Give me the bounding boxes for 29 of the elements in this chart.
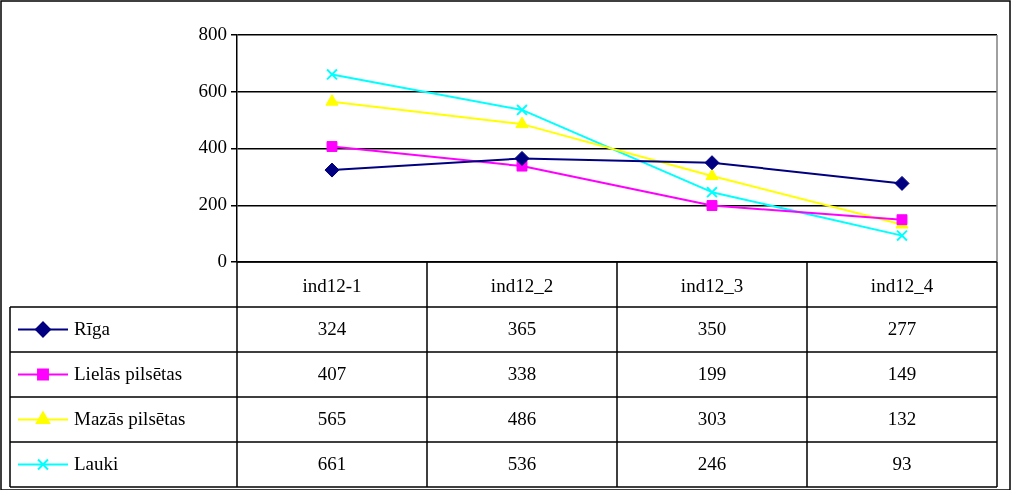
legend-label: Rīga xyxy=(74,318,111,340)
x-tick-label: ind12-1 xyxy=(302,275,362,297)
data-label: 565 xyxy=(317,408,347,430)
legend-label: Mazās pilsētas xyxy=(74,408,186,430)
data-label: 365 xyxy=(507,318,537,340)
y-tick-label: 0 xyxy=(217,249,227,271)
data-label: 486 xyxy=(507,408,537,430)
y-tick-label: 800 xyxy=(198,22,227,44)
y-tick-label: 200 xyxy=(198,193,227,215)
data-label: 350 xyxy=(697,318,727,340)
x-tick-label: ind12_2 xyxy=(490,275,554,297)
data-label: 149 xyxy=(887,363,917,385)
data-label: 303 xyxy=(697,408,727,430)
data-label: 199 xyxy=(697,363,727,385)
data-label: 324 xyxy=(317,318,347,340)
legend-label: Lielās pilsētas xyxy=(74,363,183,385)
data-label: 536 xyxy=(507,453,537,475)
data-label: 277 xyxy=(887,318,917,340)
data-label: 407 xyxy=(317,363,347,385)
data-label: 246 xyxy=(697,453,727,475)
y-tick-label: 400 xyxy=(198,136,227,158)
data-label: 93 xyxy=(892,453,912,475)
data-label: 661 xyxy=(317,453,347,475)
legend-label: Lauki xyxy=(74,453,119,475)
x-tick-label: ind12_4 xyxy=(870,275,934,297)
y-tick-label: 600 xyxy=(198,79,227,101)
data-label: 338 xyxy=(507,363,537,385)
x-tick-label: ind12_3 xyxy=(680,275,744,297)
data-label: 132 xyxy=(887,408,917,430)
